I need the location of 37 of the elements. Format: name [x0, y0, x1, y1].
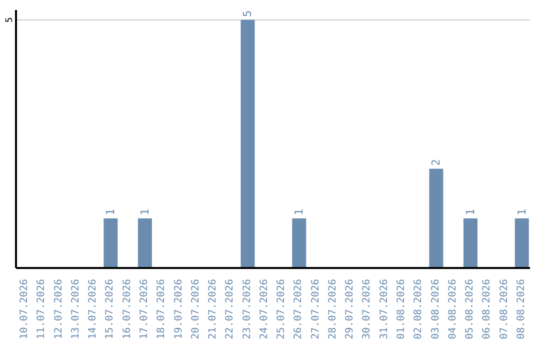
x-tick-label: 20.07.2026 — [190, 279, 202, 340]
data-label: 1 — [138, 208, 152, 216]
data-label: 1 — [292, 208, 306, 216]
x-tick-label: 29.07.2026 — [344, 279, 356, 340]
x-tick-label: 22.07.2026 — [224, 279, 236, 340]
x-tick-label: 15.07.2026 — [104, 279, 116, 340]
x-tick-label: 14.07.2026 — [88, 279, 99, 340]
x-tick-label: 30.07.2026 — [362, 279, 373, 340]
x-tick-label: 02.08.2026 — [413, 279, 424, 340]
x-tick-label: 06.08.2026 — [482, 279, 493, 340]
data-label: 1 — [464, 208, 477, 216]
x-tick-label: 13.07.2026 — [70, 279, 82, 340]
x-tick-label: 19.07.2026 — [173, 279, 184, 340]
x-tick-label: 27.07.2026 — [310, 279, 322, 340]
x-tick-label: 24.07.2026 — [258, 279, 270, 340]
x-tick-label: 10.07.2026 — [19, 279, 30, 340]
x-tick-label: 07.08.2026 — [498, 279, 510, 340]
x-tick-label: 11.07.2026 — [36, 279, 48, 340]
x-tick-label: 17.07.2026 — [139, 279, 150, 340]
x-tick-label: 08.08.2026 — [516, 279, 527, 340]
x-tick-label: 26.07.2026 — [293, 279, 304, 340]
x-tick-label: 31.07.2026 — [378, 279, 390, 340]
x-tick-label: 16.07.2026 — [122, 279, 133, 340]
x-tick-label: 23.07.2026 — [242, 279, 253, 340]
x-tick-label: 04.08.2026 — [447, 279, 458, 340]
x-tick-label: 18.07.2026 — [156, 279, 168, 340]
x-tick-label: 05.08.2026 — [464, 279, 476, 340]
x-tick-label: 12.07.2026 — [53, 279, 64, 340]
x-tick-label: 01.08.2026 — [396, 279, 407, 340]
x-tick-label: 28.07.2026 — [327, 279, 338, 340]
data-label: 1 — [104, 208, 118, 216]
x-tick-label: 03.08.2026 — [430, 279, 442, 340]
data-label: 2 — [430, 159, 443, 166]
data-label: 5 — [241, 10, 254, 17]
x-tick-label: 25.07.2026 — [276, 279, 288, 340]
data-label: 1 — [515, 208, 528, 216]
x-tick-label: 21.07.2026 — [208, 279, 219, 340]
